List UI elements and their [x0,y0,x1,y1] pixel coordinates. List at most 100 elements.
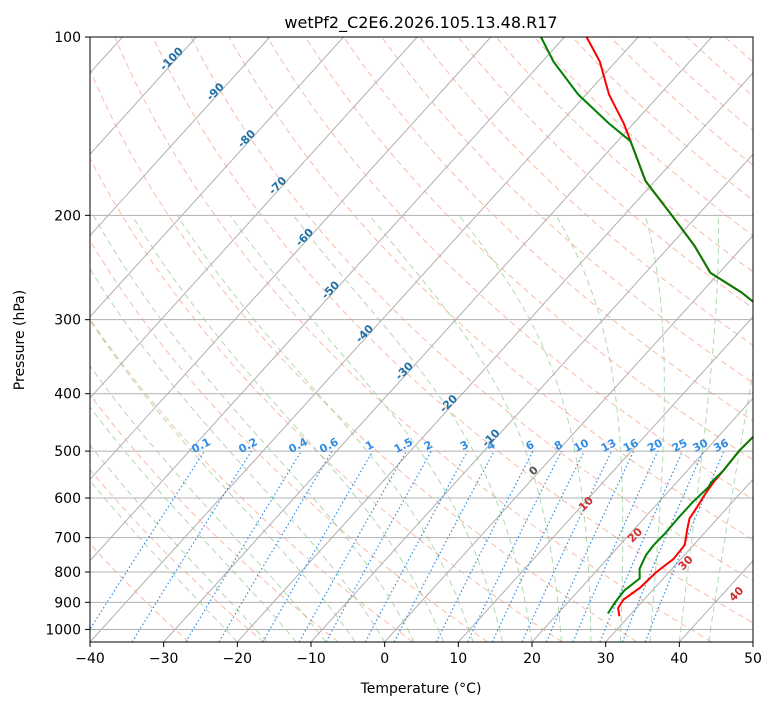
mixing-ratio-line [644,450,725,642]
sounding-traces [540,37,753,617]
mixing-ratio-line [435,450,534,642]
dry-adiabat-line [152,37,753,624]
isotherm-gridline [90,37,565,562]
x-tick-label: 10 [449,651,467,667]
isotherm-gridline [90,37,639,642]
mixing-ratio-label: 0.2 [236,435,259,456]
x-tick-label: −20 [223,651,253,667]
x-axis-label: Temperature (°C) [360,681,482,697]
moist-adiabat-line [90,319,356,642]
y-tick-label: 300 [54,313,81,329]
mixing-ratio-line [393,450,495,642]
y-tick-label: 1000 [45,622,81,638]
dewpoint-trace [540,37,753,615]
dry-adiabat-line [90,157,563,642]
isotherm-gridline [531,397,753,642]
dry-adiabat-line [381,37,753,384]
mixing-ratio-line [572,450,659,642]
dry-adiabat-line [90,543,190,642]
y-tick-label: 200 [54,208,81,224]
mixing-ratio-label: 10 [571,436,591,455]
y-tick-label: 600 [54,491,81,507]
moist-adiabat-line [678,215,719,642]
isotherm-value-label: -30 [393,359,416,382]
dry-adiabat-line [533,37,753,237]
x-tick-label: 40 [670,651,688,667]
y-tick-label: 800 [54,565,81,581]
moist-adiabat-line [90,406,297,642]
mixing-ratio-line [262,450,374,642]
x-tick-label: 20 [523,651,541,667]
mixing-ratio-line [599,450,684,642]
isotherm-value-label: -20 [437,392,460,415]
moist-adiabat-line [92,215,415,642]
y-axis-label: Pressure (hPa) [12,290,28,390]
moist-adiabat-line [458,214,592,642]
dry-adiabat-line [90,239,488,642]
mixing-ratio-label: 0.4 [286,435,310,456]
dry-adiabat-line [90,317,414,642]
isotherm-value-label: -50 [319,278,342,301]
mixing-ratio-line [621,450,704,642]
mixing-ratio-label: 20 [645,436,665,455]
dry-adiabat-line [228,37,753,541]
isotherm-value-label: -90 [204,80,227,103]
x-tick-label: 0 [380,651,389,667]
plot-frame [89,36,754,643]
mixing-ratio-label: 1.5 [392,435,415,456]
dry-adiabat-line [90,468,264,642]
mixing-ratio-label: 0.1 [189,435,212,456]
mixing-ratio-line [364,450,469,642]
y-tick-label: 700 [54,531,81,547]
isotherm-value-label: -40 [353,322,376,345]
moist-adiabat-line [708,368,753,642]
mixing-ratio-label: 13 [599,436,619,455]
isotherm-gridline [605,478,753,642]
x-tick-label: 30 [597,651,615,667]
isotherm-value-label: -10 [479,426,502,449]
isotherm-gridline [90,37,418,399]
x-tick-label: −30 [149,651,179,667]
moist-adiabat-line [644,215,665,642]
isotherm-gridline [90,37,197,155]
mixing-ratio-label: 0.6 [317,435,341,456]
mixing-ratio-line [298,450,408,642]
dry-adiabat-line [457,37,753,309]
isotherm-gridline [163,37,713,642]
mixing-ratio-line [491,450,585,642]
dry-adiabat-line [90,394,339,642]
moist-adiabat-line [229,215,503,642]
y-tick-label: 100 [54,30,81,46]
mixing-ratio-line [466,450,563,642]
y-tick-label: 400 [54,387,81,403]
isotherm-gridline [678,559,753,642]
isotherm-value-label: -60 [293,226,316,249]
dry-adiabat-line [648,37,753,132]
isotherm-gridline [457,316,753,642]
mixing-ratio-label: 25 [670,436,690,455]
moist-adiabat-label: 10 [576,494,596,514]
moist-adiabat-label: 30 [676,553,696,573]
isotherm-gridline [90,37,344,318]
dry-adiabat-line [610,37,753,166]
background-lines [90,37,753,642]
mixing-ratio-line [131,450,252,642]
mixing-ratio-line [90,450,206,631]
x-tick-label: −10 [296,651,326,667]
mixing-ratio-line [325,450,432,642]
x-tick-label: −40 [75,651,105,667]
dry-adiabat-line [190,37,753,582]
dry-adiabat-line [114,37,712,642]
moist-adiabat-label: 0 [526,463,541,478]
isotherm-value-label: -80 [235,127,258,150]
isotherm-gridline [90,37,271,237]
x-tick-label: 50 [744,651,762,667]
isotherm-gridline [752,641,753,642]
moist-adiabat-line [131,215,445,642]
dry-adiabat-line [419,37,753,346]
moist-adiabat-line [90,268,386,642]
dry-adiabat-line [495,37,753,273]
mixing-ratio-line [545,450,635,642]
y-tick-label: 500 [54,444,81,460]
